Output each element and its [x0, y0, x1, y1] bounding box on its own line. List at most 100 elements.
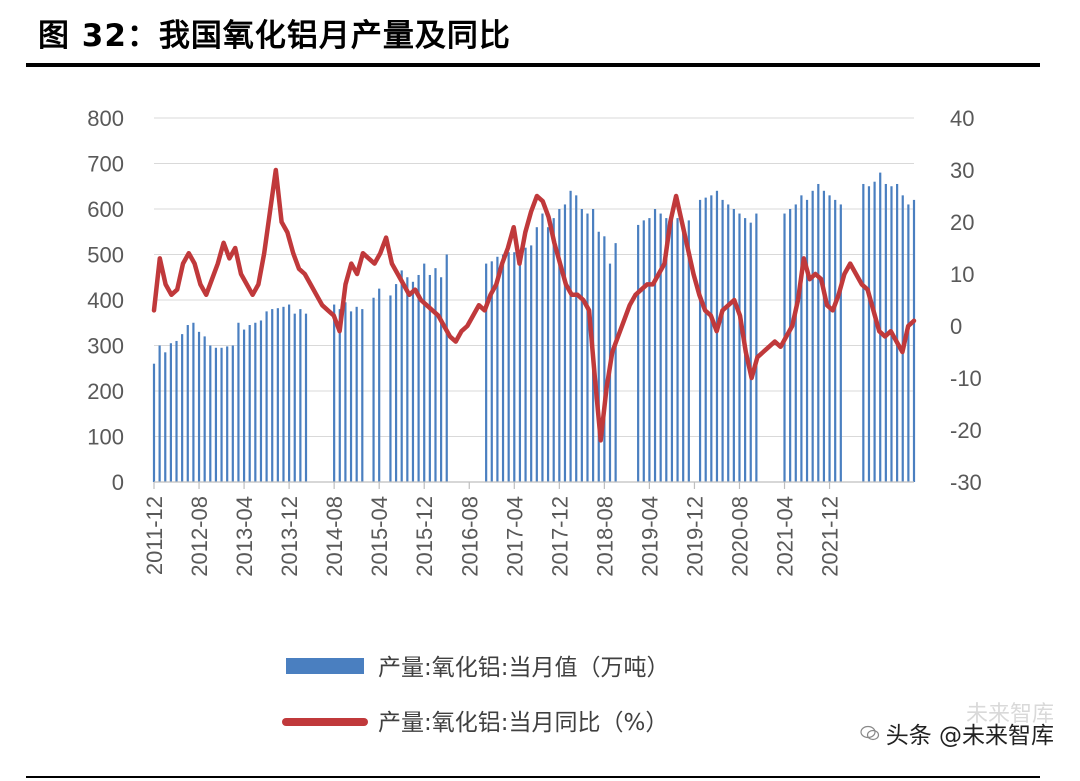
bar — [710, 195, 713, 482]
bar — [867, 186, 871, 482]
bar — [288, 304, 291, 482]
bar — [518, 249, 522, 482]
bar — [423, 263, 426, 482]
bar — [203, 336, 206, 482]
bar — [687, 220, 690, 482]
bar — [152, 363, 156, 482]
x-tick-label: 2020-08 — [727, 496, 752, 577]
y-left-tick-label: 0 — [112, 470, 124, 495]
y-right-tick-label: 0 — [950, 314, 962, 339]
x-tick-label: 2017-04 — [502, 496, 527, 577]
bar — [293, 313, 296, 482]
bar — [237, 322, 240, 482]
bar — [732, 209, 735, 482]
bar — [637, 224, 640, 483]
bar — [552, 218, 555, 482]
y-left-tick-label: 500 — [87, 243, 124, 268]
bar — [817, 183, 820, 482]
bar — [862, 183, 865, 482]
x-tick-label: 2017-12 — [547, 496, 572, 577]
bar — [670, 215, 674, 482]
bar — [406, 277, 409, 482]
yoy-line — [151, 167, 917, 443]
bar — [507, 252, 510, 482]
bar — [794, 204, 797, 482]
y-left-tick-label: 100 — [87, 425, 124, 450]
x-tick-label: 2013-04 — [232, 496, 257, 577]
bar — [259, 320, 263, 482]
bar — [192, 322, 195, 482]
bar — [445, 254, 448, 482]
y-left-tick-label: 800 — [87, 106, 124, 131]
y-left-tick-label: 300 — [87, 334, 124, 359]
legend-bar-label: 产量:氧化铝:当月值（万吨） — [378, 655, 670, 681]
watermark-ghost: 未来智库 — [965, 702, 1054, 727]
x-tick-label: 2019-04 — [637, 496, 662, 577]
x-tick-label: 2015-12 — [412, 496, 437, 577]
bar — [333, 304, 336, 482]
bar — [434, 268, 437, 482]
x-tick-label: 2012-08 — [187, 496, 212, 577]
bar — [338, 309, 341, 482]
legend-line-label: 产量:氧化铝:当月同比（%） — [378, 710, 668, 736]
bar — [698, 199, 702, 482]
bar — [738, 213, 741, 483]
bar — [586, 213, 589, 483]
bar — [839, 204, 842, 482]
bar — [896, 183, 899, 482]
bar — [822, 190, 826, 483]
bar — [659, 213, 662, 483]
bar — [563, 204, 567, 482]
bar — [214, 347, 218, 482]
bar — [642, 220, 645, 482]
bar — [800, 195, 803, 482]
bar — [912, 199, 916, 482]
bar — [355, 306, 358, 482]
bar — [282, 306, 285, 482]
wechat-icon — [860, 725, 879, 741]
bar — [226, 346, 229, 482]
bar — [575, 195, 578, 482]
watermark-text: 头条 @未来智库 — [885, 723, 1054, 749]
bar — [485, 263, 488, 482]
bar — [715, 190, 719, 483]
title-rule — [26, 63, 1040, 67]
bar — [653, 209, 657, 482]
bar — [535, 227, 538, 482]
bar — [276, 308, 279, 482]
bar — [378, 288, 381, 482]
bar — [389, 295, 392, 482]
bar — [164, 352, 167, 482]
bar — [428, 274, 431, 482]
bar — [513, 252, 516, 482]
bar — [271, 309, 274, 482]
bar — [231, 345, 234, 482]
bar — [265, 311, 268, 482]
bar — [209, 345, 212, 482]
bar — [299, 309, 302, 482]
x-tick-label: 2019-12 — [682, 496, 707, 577]
bar — [546, 227, 550, 482]
bar — [169, 343, 172, 482]
bar — [530, 245, 533, 482]
bar — [665, 218, 668, 482]
y-left-tick-label: 700 — [87, 152, 124, 177]
bar — [569, 190, 572, 483]
y-right-tick-label: -20 — [950, 418, 982, 443]
chart-title: 图 32：我国氧化铝月产量及同比 — [38, 18, 511, 54]
bar — [805, 199, 809, 482]
bar — [721, 199, 724, 482]
bar — [254, 322, 257, 482]
y-left-tick-label: 600 — [87, 197, 124, 222]
x-tick-label: 2013-12 — [277, 496, 302, 577]
bar — [704, 197, 707, 482]
bar — [727, 204, 730, 482]
bar — [558, 209, 561, 482]
bar — [597, 231, 600, 482]
x-tick-label: 2021-12 — [818, 496, 843, 577]
bar — [783, 213, 786, 483]
bar — [834, 199, 837, 482]
bar — [349, 311, 353, 482]
bar — [440, 277, 443, 482]
